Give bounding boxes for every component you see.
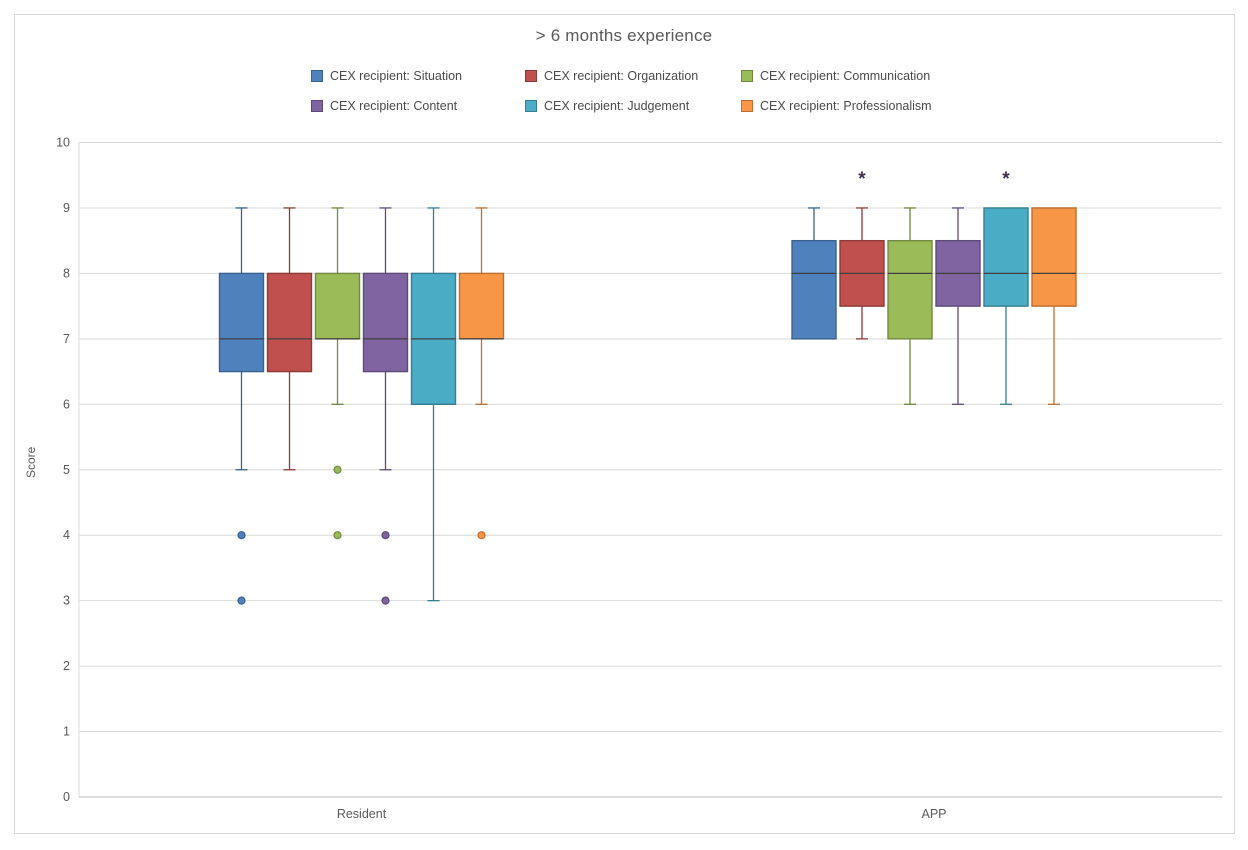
box-cex-recipient-judgement-app: [983, 207, 1029, 405]
iqr-box: [1031, 207, 1077, 307]
legend-swatch: [741, 69, 753, 82]
iqr-box: [266, 272, 313, 373]
legend-item-content: CEX recipient: Content: [311, 98, 525, 113]
x-group-label-app: APP: [921, 807, 946, 821]
y-tick-label: 9: [63, 201, 70, 215]
legend-swatch: [525, 99, 537, 112]
outlier-dot: [381, 531, 390, 540]
y-tick-label: 5: [63, 463, 70, 477]
box-cex-recipient-situation-resident: [218, 207, 265, 605]
outlier-dot: [333, 465, 342, 474]
legend-label: CEX recipient: Communication: [760, 68, 931, 83]
box-cex-recipient-communication-resident: [314, 207, 361, 540]
iqr-box: [218, 272, 265, 373]
x-group-label-resident: Resident: [337, 807, 387, 821]
box-cex-recipient-communication-app: [887, 207, 933, 405]
box-cex-recipient-professionalism-app: [1031, 207, 1077, 405]
iqr-box: [887, 239, 933, 340]
outlier-dot: [381, 596, 390, 605]
outlier-dot: [237, 531, 246, 540]
legend-swatch: [525, 69, 537, 82]
outlier-dot: [237, 596, 246, 605]
y-tick-label: 10: [56, 136, 70, 150]
iqr-box: [362, 272, 409, 373]
chart-outer-border: [14, 14, 1235, 834]
y-tick-label: 6: [63, 397, 70, 411]
legend-label: CEX recipient: Situation: [330, 68, 463, 83]
legend-label: CEX recipient: Content: [330, 98, 458, 113]
y-tick-label: 4: [63, 528, 70, 542]
outlier-dot: [477, 531, 486, 540]
y-tick-label: 7: [63, 332, 70, 346]
y-tick-label: 1: [63, 725, 70, 739]
iqr-box: [314, 272, 361, 340]
significance-asterisk: *: [858, 169, 866, 190]
legend-item-organization: CEX recipient: Organization: [525, 68, 741, 83]
legend-swatch: [741, 99, 753, 112]
outlier-dot: [333, 531, 342, 540]
iqr-box: [458, 272, 505, 340]
box-cex-recipient-organization-app: [839, 207, 885, 340]
chart-legend: CEX recipient: Situation CEX recipient: O…: [311, 68, 932, 113]
legend-swatch: [311, 99, 323, 112]
box-cex-recipient-organization-resident: [266, 207, 313, 471]
y-tick-label: 2: [63, 659, 70, 673]
chart-title: > 6 months experience: [535, 26, 713, 45]
y-tick-label: 8: [63, 266, 70, 280]
iqr-box: [791, 239, 837, 340]
legend-item-professionalism: CEX recipient: Professionalism: [741, 98, 932, 113]
y-tick-label: 0: [63, 790, 70, 804]
iqr-box: [983, 207, 1029, 307]
significance-asterisk: *: [1002, 169, 1010, 190]
legend-label: CEX recipient: Professionalism: [760, 98, 932, 113]
box-cex-recipient-judgement-resident: [410, 207, 457, 602]
legend-label: CEX recipient: Judgement: [544, 98, 690, 113]
legend-item-judgement: CEX recipient: Judgement: [525, 98, 741, 113]
box-cex-recipient-situation-app: [791, 207, 837, 340]
y-tick-label: 3: [63, 594, 70, 608]
legend-item-situation: CEX recipient: Situation: [311, 68, 525, 83]
box-cex-recipient-professionalism-resident: [458, 207, 505, 540]
legend-swatch: [311, 69, 323, 82]
legend-item-communication: CEX recipient: Communication: [741, 68, 932, 83]
box-cex-recipient-content-resident: [362, 207, 409, 605]
box-cex-recipient-content-app: [935, 207, 981, 405]
legend-label: CEX recipient: Organization: [544, 68, 699, 83]
